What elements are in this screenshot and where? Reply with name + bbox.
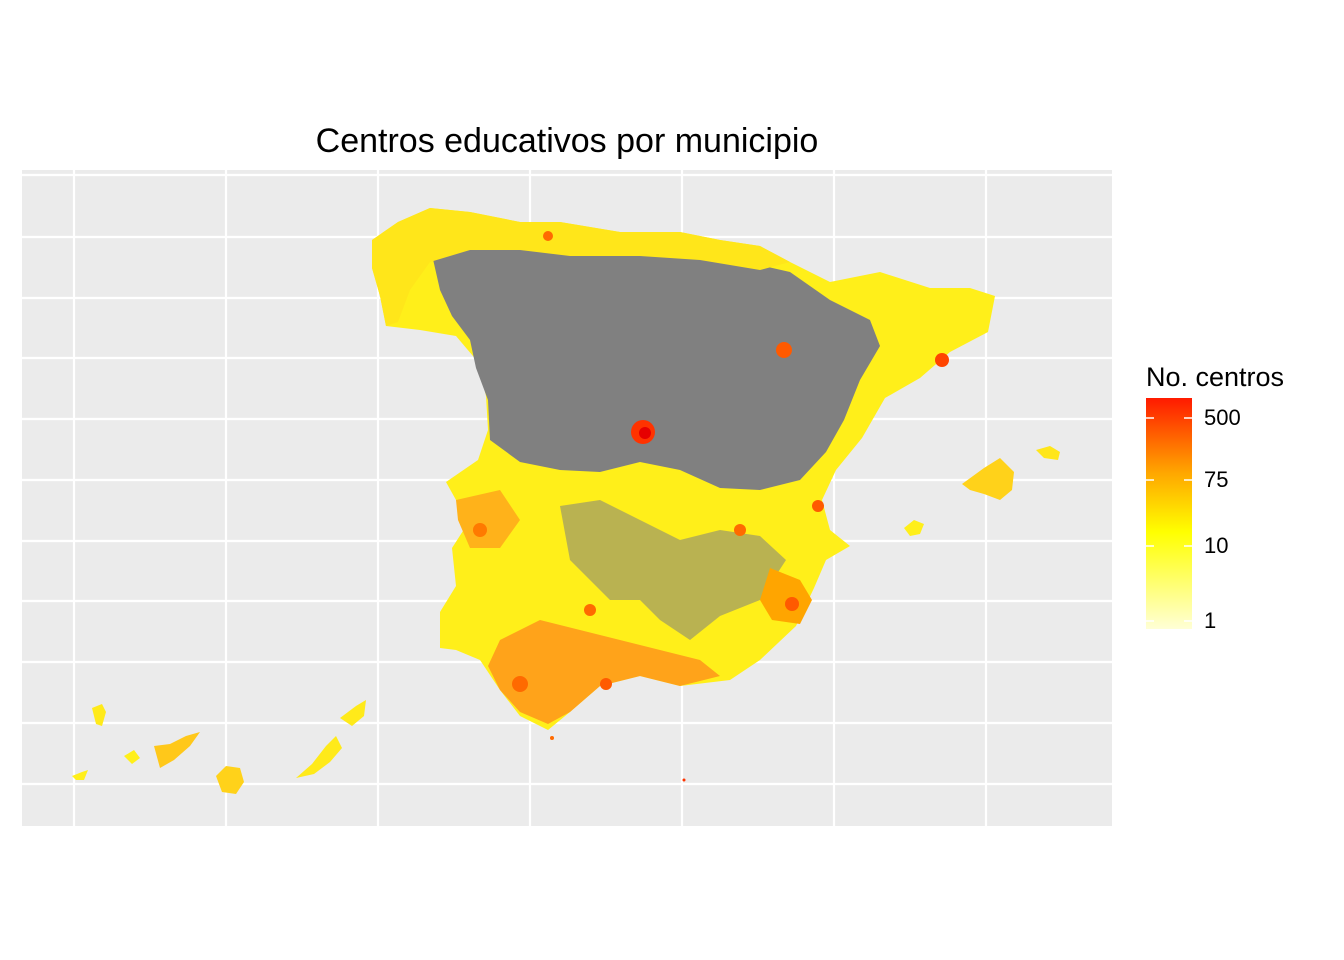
valencia-hotspot (812, 500, 824, 512)
orange-area (456, 490, 520, 548)
legend-break-label: 1 (1204, 608, 1217, 633)
orange-area (760, 568, 812, 624)
madrid-hotspot-core (639, 427, 651, 439)
legend-break-label: 75 (1204, 467, 1229, 492)
north-coast-band (372, 208, 790, 326)
bilbao-hotspot (543, 231, 553, 241)
ceuta-region (550, 736, 554, 740)
murcia-hotspot (785, 597, 799, 611)
melilla-region (682, 778, 686, 782)
ibiza-island (904, 520, 924, 536)
legend-break-label: 500 (1204, 405, 1241, 430)
tenerife-island (154, 732, 200, 768)
zaragoza-hotspot (776, 342, 792, 358)
malaga-hotspot (600, 678, 612, 690)
fuerteventura-island (296, 736, 342, 778)
menorca-island (1036, 446, 1060, 460)
la-gomera-island (124, 750, 140, 764)
cordoba-hotspot (584, 604, 596, 616)
badajoz-hotspot (473, 523, 487, 537)
lanzarote-island (340, 700, 366, 726)
mallorca-island (962, 458, 1014, 500)
el-hierro-island (72, 770, 88, 780)
barcelona-hotspot (935, 353, 949, 367)
legend-colorbar (1146, 398, 1192, 629)
no-data-area (560, 500, 786, 640)
albacete-hotspot (734, 524, 746, 536)
no-data-area (430, 236, 880, 490)
legend-title: No. centros (1146, 362, 1285, 392)
sevilla-hotspot (512, 676, 528, 692)
orange-area (488, 620, 720, 724)
legend-break-label: 10 (1204, 533, 1229, 558)
la-palma-island (92, 704, 106, 726)
gran-canaria-island (216, 766, 244, 794)
map-title: Centros educativos por municipio (315, 122, 819, 160)
